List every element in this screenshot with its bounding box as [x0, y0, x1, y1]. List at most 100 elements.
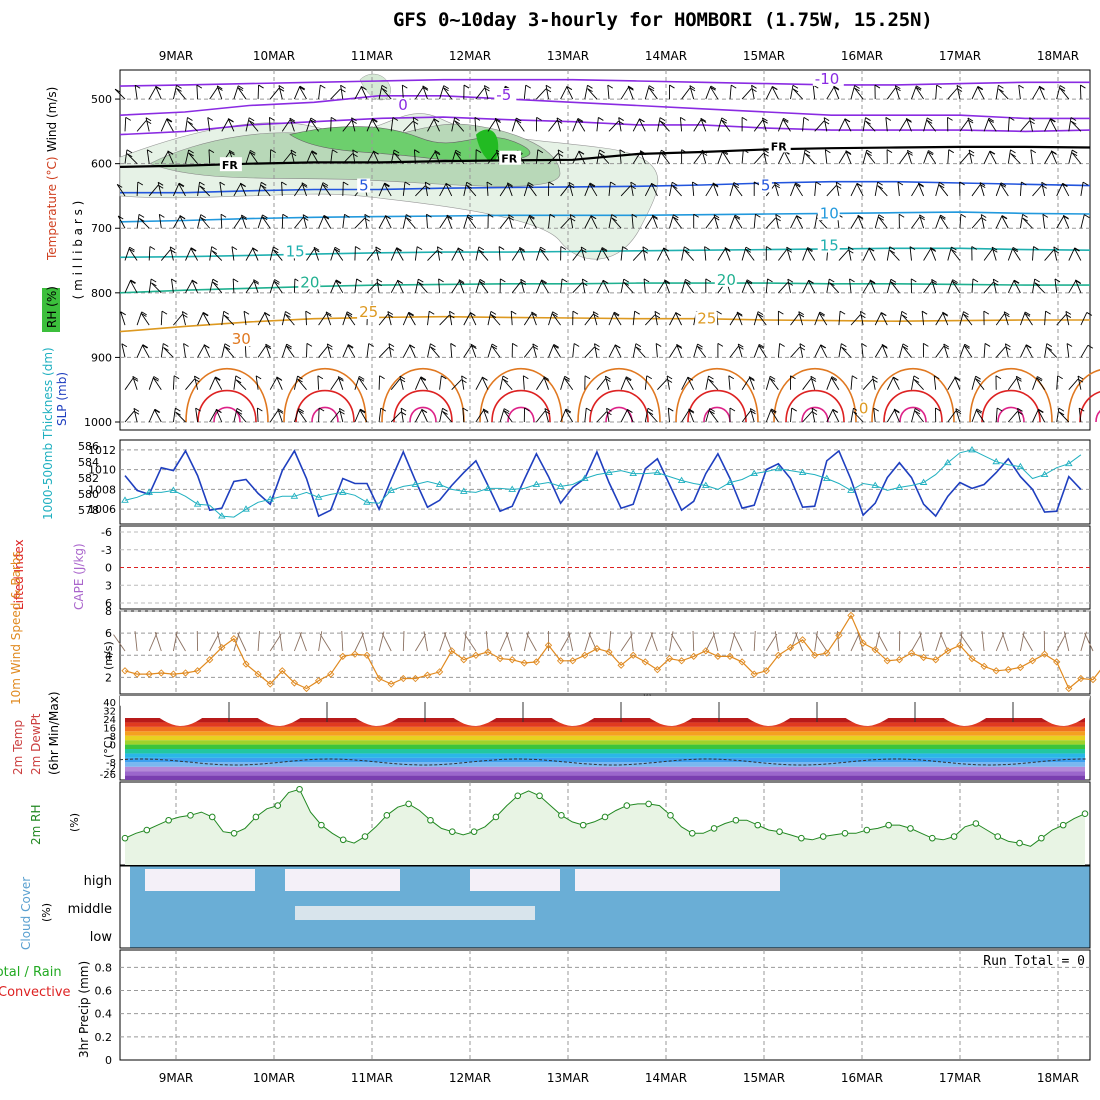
- wind-barb: [681, 279, 686, 293]
- rh2m-marker: [1059, 821, 1067, 829]
- wind-barb-flag: [311, 150, 318, 155]
- rh2m-marker: [623, 802, 631, 809]
- wind-barb-flag: [1003, 311, 1010, 316]
- wind-barb-flag: [849, 278, 855, 283]
- wind10-barb: [134, 631, 138, 652]
- wind-barb-flag: [598, 117, 604, 121]
- rh2m-marker: [885, 821, 892, 829]
- thickness-marker: [1065, 459, 1073, 467]
- wind-barb-flag: [565, 409, 571, 414]
- wind10-marker: [1065, 684, 1073, 693]
- wind-barb-flag: [298, 408, 304, 413]
- wind-barb-flag: [652, 214, 658, 219]
- wind-barb: [148, 409, 156, 423]
- wind-barb: [378, 215, 387, 229]
- rh2m-marker: [732, 816, 740, 824]
- wind-barb: [810, 376, 816, 390]
- wind-barb-flag: [528, 215, 535, 220]
- wind-barb-flag: [923, 343, 929, 347]
- wind-barb-flag: [1075, 279, 1081, 284]
- wind-barb: [717, 117, 723, 132]
- wind-barb: [318, 313, 327, 326]
- wind10-marker: [121, 667, 129, 675]
- wind-barb-flag: [261, 181, 267, 186]
- thickness-marker: [1040, 470, 1049, 478]
- wind10-barb: [318, 631, 323, 652]
- wind10-marker: [339, 652, 347, 661]
- wind10-marker: [1028, 657, 1037, 665]
- wind-barb: [983, 281, 994, 294]
- wind10-barb: [644, 632, 654, 652]
- wind-barb: [947, 279, 954, 293]
- wind-barb-flag: [730, 84, 737, 89]
- isotherm-line: [119, 282, 1090, 294]
- wind-barb: [684, 281, 695, 294]
- wind-barb-flag: [323, 214, 330, 219]
- wind-barb-flag: [163, 343, 169, 347]
- wind-barb: [565, 409, 574, 423]
- wind-barb: [383, 183, 392, 197]
- wind-barb-flag: [589, 183, 595, 188]
- wind-barb: [942, 311, 949, 326]
- wind-barb: [989, 151, 997, 164]
- wind-barb: [124, 410, 135, 423]
- wind-barb: [935, 345, 945, 358]
- wind-barb-flag: [466, 181, 472, 186]
- wind-barb-flag: [155, 85, 161, 90]
- wind-barb: [667, 408, 670, 423]
- wind-barb-flag: [508, 214, 514, 219]
- wind-barb-flag: [469, 312, 476, 316]
- wind-barb: [741, 410, 751, 423]
- wind-barb-flag: [964, 345, 970, 350]
- wind-barb: [1075, 279, 1082, 294]
- wind-barb: [503, 410, 513, 423]
- wind-barb-flag: [516, 117, 522, 122]
- wind-barb: [253, 279, 259, 293]
- wind-barb: [995, 85, 999, 100]
- wind-barb: [136, 311, 143, 326]
- wind-barb: [889, 249, 900, 261]
- wind-barb: [548, 311, 554, 326]
- wind-barb-flag: [590, 215, 596, 220]
- wind-barb-flag: [302, 214, 309, 219]
- wind-barb: [245, 280, 255, 294]
- wind-barb: [160, 343, 164, 358]
- wind-barb: [1020, 120, 1030, 132]
- wind-barb: [482, 408, 489, 423]
- wind-barb: [360, 86, 368, 100]
- thickness-marker: [339, 488, 347, 495]
- wind-barb-flag: [865, 117, 871, 121]
- isotherm-label: 25: [697, 310, 716, 328]
- wind-barb-flag: [498, 246, 505, 250]
- wind-barb-flag: [952, 279, 958, 284]
- wind-barb: [1010, 153, 1021, 164]
- wind-tick-label: 2: [105, 671, 112, 684]
- date-label-top: 13MAR: [547, 49, 589, 63]
- wind-barb-flag: [708, 375, 714, 380]
- wind-barb: [1062, 215, 1070, 229]
- wind-barb-flag: [525, 84, 531, 89]
- ylabel-wind10-units: (m/s): [102, 641, 115, 670]
- wind-barb: [777, 118, 784, 132]
- wind-barb-flag: [823, 117, 830, 122]
- wind-barb-flag: [433, 118, 439, 123]
- wind-barb-flag: [129, 248, 135, 253]
- wind-barb: [330, 377, 339, 390]
- wind-barb-flag: [685, 278, 691, 283]
- wind-barb: [620, 86, 629, 100]
- wind-barb: [124, 377, 134, 390]
- wind-barb: [126, 153, 138, 164]
- wind-barb-flag: [676, 345, 683, 349]
- wind-barb: [850, 314, 861, 326]
- wind-barb: [233, 408, 238, 423]
- wind-barb: [647, 411, 658, 423]
- wind-barb: [208, 149, 211, 164]
- wind-barb: [190, 248, 198, 261]
- wind-barb: [1041, 182, 1046, 197]
- wind-barb-flag: [648, 85, 655, 89]
- wind-barb-flag: [926, 119, 933, 124]
- wind-barb: [415, 87, 424, 100]
- wind-barb: [1007, 117, 1010, 132]
- wind-barb-flag: [741, 116, 748, 121]
- isotherm-label: FR: [501, 153, 518, 166]
